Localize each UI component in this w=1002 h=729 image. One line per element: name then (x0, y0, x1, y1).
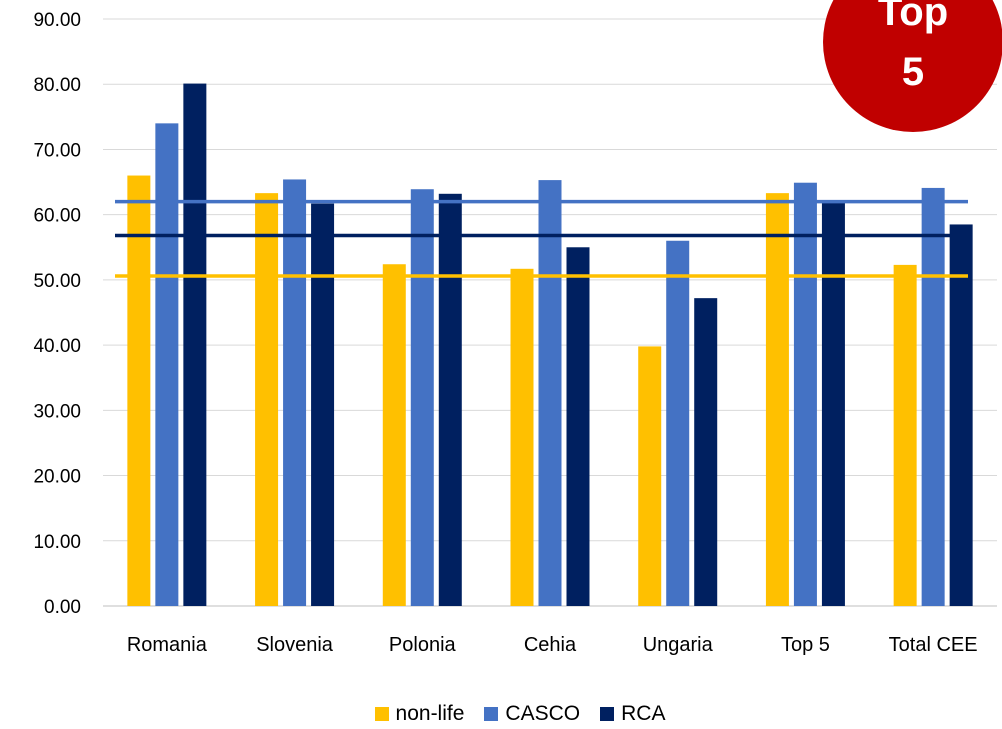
y-tick-label: 50.00 (33, 271, 81, 292)
category-label: Total CEE (889, 634, 978, 656)
bar-casco (538, 180, 562, 607)
legend-label: CASCO (505, 702, 581, 725)
y-tick-label: 30.00 (33, 401, 81, 422)
legend-swatch (374, 707, 389, 721)
reference-lines (115, 199, 968, 278)
bar-non-life (382, 264, 406, 606)
category-label: Slovenia (256, 634, 334, 656)
y-tick-label: 0.00 (44, 597, 81, 618)
bar-casco (666, 240, 690, 606)
bar-casco (793, 182, 817, 607)
bar-rca (694, 298, 718, 606)
y-tick-label: 90.00 (33, 10, 81, 31)
category-label: Cehia (524, 634, 577, 656)
legend-item: non-life (374, 702, 465, 726)
bar-non-life (510, 268, 534, 606)
bar-casco (155, 123, 179, 606)
bar-non-life (255, 193, 279, 607)
bar-rca (821, 201, 845, 606)
bar-rca (311, 203, 335, 606)
bars (127, 83, 973, 607)
bar-rca (438, 193, 462, 606)
y-tick-label: 70.00 (33, 140, 81, 161)
y-tick-label: 20.00 (33, 467, 81, 488)
bar-casco (921, 187, 945, 607)
category-label: Ungaria (643, 634, 714, 656)
bar-casco (283, 179, 307, 607)
y-axis-tick-labels: 0.00 10.00 20.00 30.00 40.00 50.00 60.00 70.00 8… (33, 10, 81, 618)
y-tick-label: 10.00 (33, 532, 81, 553)
bar-non-life (765, 193, 789, 607)
category-label: Polonia (389, 634, 457, 656)
bar-casco (410, 189, 434, 607)
legend: non-life CASCO RCA (0, 702, 1002, 726)
bar-rca (183, 83, 207, 606)
y-tick-label: 40.00 (33, 336, 81, 357)
bar-rca (566, 247, 590, 606)
badge-line2: 5 (901, 50, 925, 94)
y-tick-label: 80.00 (33, 75, 81, 96)
legend-label: non-life (395, 702, 465, 725)
legend-label: RCA (621, 702, 666, 725)
bar-non-life (893, 264, 917, 606)
y-tick-label: 60.00 (33, 206, 81, 227)
legend-item: RCA (600, 702, 665, 726)
legend-swatch (600, 707, 615, 721)
category-label: Romania (127, 634, 208, 656)
legend-item: CASCO (484, 702, 580, 726)
legend-swatch (484, 707, 499, 721)
bar-non-life (638, 346, 662, 606)
x-axis-category-labels: Romania Slovenia Polonia Cehia Ungaria Top 5 T… (127, 634, 978, 656)
bar-non-life (127, 175, 151, 607)
bar-rca (949, 224, 973, 606)
category-label: Top 5 (781, 634, 830, 656)
badge-line1: Top (877, 0, 949, 34)
